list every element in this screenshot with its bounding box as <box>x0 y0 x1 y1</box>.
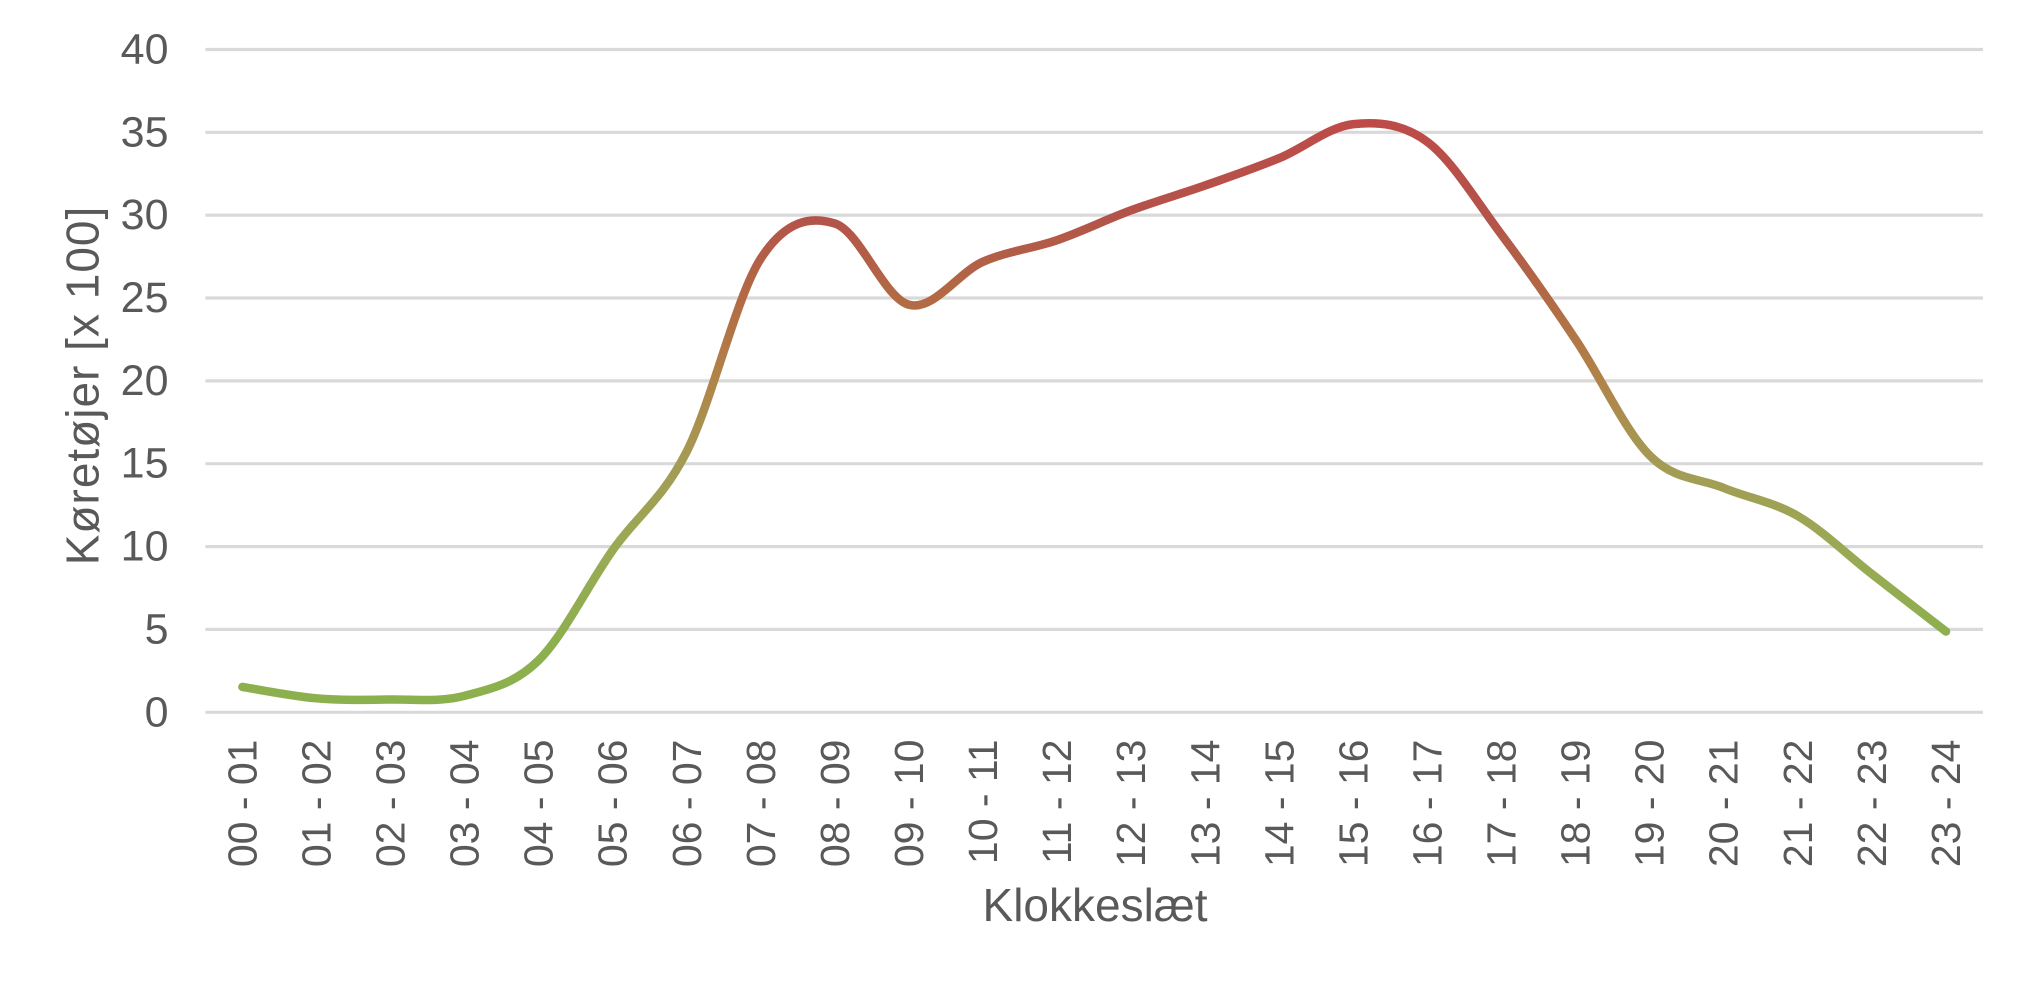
svg-text:19 - 20: 19 - 20 <box>1627 740 1673 868</box>
svg-text:15 - 16: 15 - 16 <box>1330 740 1376 868</box>
svg-text:00 - 01: 00 - 01 <box>219 740 265 868</box>
svg-text:17 - 18: 17 - 18 <box>1479 740 1525 868</box>
svg-text:11 - 12: 11 - 12 <box>1034 740 1080 865</box>
svg-text:10: 10 <box>121 523 169 571</box>
svg-text:0: 0 <box>145 688 169 736</box>
svg-text:18 - 19: 18 - 19 <box>1553 740 1599 868</box>
svg-text:30: 30 <box>121 191 169 239</box>
svg-text:02 - 03: 02 - 03 <box>368 740 414 868</box>
svg-text:09 - 10: 09 - 10 <box>886 740 932 868</box>
svg-text:Køretøjer [x 100]: Køretøjer [x 100] <box>57 206 109 566</box>
svg-text:06 - 07: 06 - 07 <box>664 740 710 868</box>
svg-text:Klokkeslæt: Klokkeslæt <box>983 879 1208 931</box>
svg-text:12 - 13: 12 - 13 <box>1108 740 1154 868</box>
svg-text:16 - 17: 16 - 17 <box>1405 740 1451 868</box>
svg-text:20: 20 <box>121 357 169 405</box>
svg-text:35: 35 <box>121 108 169 156</box>
svg-text:13 - 14: 13 - 14 <box>1182 740 1228 868</box>
svg-text:21 - 22: 21 - 22 <box>1775 740 1821 868</box>
svg-text:23 - 24: 23 - 24 <box>1923 740 1969 868</box>
svg-text:20 - 21: 20 - 21 <box>1701 740 1747 868</box>
svg-text:07 - 08: 07 - 08 <box>738 740 784 868</box>
svg-text:01 - 02: 01 - 02 <box>294 740 340 868</box>
svg-text:22 - 23: 22 - 23 <box>1849 740 1895 868</box>
svg-text:04 - 05: 04 - 05 <box>516 740 562 868</box>
svg-text:03 - 04: 03 - 04 <box>442 740 488 868</box>
svg-text:25: 25 <box>121 274 169 322</box>
svg-text:5: 5 <box>145 605 169 653</box>
svg-text:14 - 15: 14 - 15 <box>1256 740 1302 868</box>
svg-text:15: 15 <box>121 440 169 488</box>
svg-text:10 - 11: 10 - 11 <box>960 740 1006 865</box>
svg-text:08 - 09: 08 - 09 <box>812 740 858 868</box>
svg-text:40: 40 <box>121 26 169 74</box>
svg-text:05 - 06: 05 - 06 <box>590 740 636 868</box>
